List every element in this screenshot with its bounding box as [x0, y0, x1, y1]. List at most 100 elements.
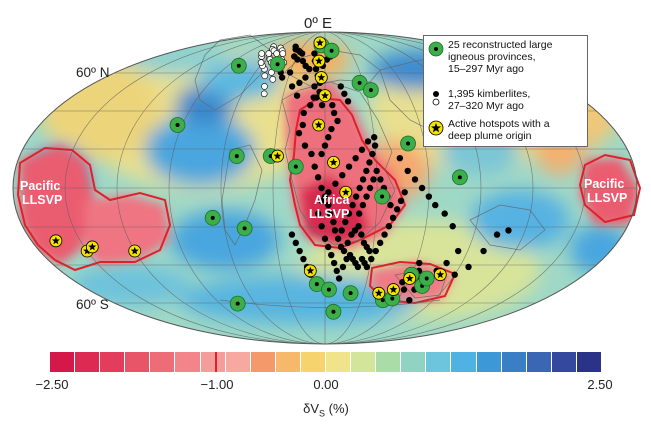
- kimberlite-point: [325, 243, 332, 251]
- pacific-llsvp-west-outline: [16, 146, 172, 272]
- kimberlite-point: [443, 259, 450, 267]
- kimberlite-point: [321, 142, 329, 149]
- africa-llsvp-outline: [288, 96, 407, 250]
- kimberlite-point: [366, 184, 374, 192]
- kimberlite-point: [372, 247, 379, 255]
- colorbar-cell: [326, 352, 352, 372]
- kimberlite-point: [318, 150, 325, 158]
- kimberlite-point: [335, 275, 343, 282]
- kimberlite-point: [370, 176, 377, 183]
- pacific-llsvp-label-east-line2: LLSVP: [587, 191, 627, 205]
- lat-north-label: 60º N: [76, 65, 109, 80]
- kimberlite-point: [306, 65, 313, 73]
- lip-marker: [169, 117, 186, 133]
- kimberlite-old-point: [273, 50, 280, 57]
- colorbar-cell: [100, 352, 126, 372]
- lip-marker: [400, 135, 416, 152]
- lip-marker: [362, 82, 379, 98]
- kimberlite-point: [345, 210, 353, 217]
- africa-llsvp-label-line2: LLSVP: [309, 207, 349, 221]
- hotspot-marker: [372, 286, 386, 300]
- colorbar-cell: [75, 352, 101, 372]
- kimberlite-point: [358, 231, 365, 238]
- lip-marker: [204, 209, 221, 226]
- kimberlite-point: [400, 286, 408, 293]
- pacific-llsvp-label-west-line1: Pacific: [20, 179, 60, 193]
- kimberlite-point: [406, 296, 413, 304]
- map-legend: 25 reconstructed large igneous provinces…: [423, 35, 588, 147]
- kimberlite-point: [376, 239, 384, 247]
- hotspot-marker: [314, 71, 328, 84]
- colorbar-cell: [200, 352, 226, 372]
- kimberlite-point: [318, 223, 325, 230]
- kimberlite-point: [344, 98, 352, 105]
- colorbar-cell: [225, 352, 251, 372]
- lip-marker: [418, 270, 435, 287]
- kimberlite-point: [300, 255, 307, 263]
- kimberlite-point: [349, 201, 356, 209]
- kimberlite-point: [325, 134, 332, 141]
- kimberlite-point: [321, 235, 329, 242]
- kimberlite-point: [307, 101, 314, 109]
- colorbar-cell: [526, 352, 552, 372]
- colorbar-cell: [576, 352, 602, 372]
- lip-marker: [321, 281, 337, 298]
- kimberlite-point: [296, 247, 303, 255]
- kimberlite-point: [337, 83, 344, 90]
- kimberlite-point: [387, 201, 394, 209]
- hotspot-markers: [49, 36, 447, 300]
- kimberlite-point: [334, 117, 341, 125]
- kimberlite-point: [314, 210, 322, 217]
- kimberlite-point: [393, 206, 401, 213]
- kimberlite-old-point: [258, 50, 266, 57]
- kimberlite-point: [368, 255, 375, 263]
- lip-marker: [451, 169, 468, 186]
- kimberlite-point: [465, 263, 472, 271]
- colorbar-cell: [451, 352, 477, 372]
- colorbar-label: δVS (%): [303, 401, 349, 419]
- kimberlite-point: [359, 201, 367, 209]
- kimberlite-point: [286, 69, 294, 76]
- kimberlite-point: [299, 57, 307, 65]
- kimberlite-point: [345, 163, 353, 170]
- lip-marker: [351, 74, 368, 91]
- colorbar-cell: [426, 352, 452, 372]
- kimberlite-point: [318, 184, 325, 192]
- colorbar-tick-min: −2.50: [35, 377, 69, 392]
- lip-marker: [374, 188, 391, 205]
- kimberlite-point: [278, 74, 286, 81]
- colorbar-neg1-marker: [214, 352, 217, 372]
- kimberlite-point: [377, 176, 384, 183]
- kimberlite-point: [396, 154, 404, 162]
- kimberlite-point: [341, 90, 348, 97]
- kimberlite-point: [294, 56, 301, 63]
- lat-south-label: 60º S: [76, 297, 109, 312]
- kimberlite-point: [356, 184, 363, 192]
- kimberlite-point: [381, 231, 388, 238]
- kimberlite-point: [359, 176, 367, 183]
- lip-marker: [325, 303, 342, 320]
- kimberlite-point: [404, 167, 411, 175]
- colorbar-cell: [401, 352, 427, 372]
- kimberlite-point: [332, 180, 339, 187]
- kimberlite-point: [480, 247, 487, 255]
- kimberlite-point: [288, 83, 296, 90]
- graticule: [13, 32, 637, 344]
- kimberlite-point: [300, 109, 307, 117]
- kimberlite-point: [355, 210, 363, 217]
- kimberlite-point: [326, 210, 334, 217]
- kimberlite-point: [311, 83, 318, 90]
- kimberlite-point: [293, 92, 301, 99]
- kimberlite-point: [358, 146, 366, 153]
- colorbar-cell: [551, 352, 577, 372]
- kimberlite-point: [333, 267, 340, 275]
- kimberlite-old-point: [261, 83, 268, 90]
- colorbar-cell: [300, 352, 326, 372]
- colorbar-cell: [501, 352, 527, 372]
- colorbar-cell: [376, 352, 402, 372]
- kimberlite-point: [354, 263, 362, 271]
- kimberlite-point: [330, 218, 337, 226]
- colorbar-cell: [175, 352, 201, 372]
- kimberlite-point: [364, 138, 372, 145]
- hotspot-marker: [49, 234, 63, 248]
